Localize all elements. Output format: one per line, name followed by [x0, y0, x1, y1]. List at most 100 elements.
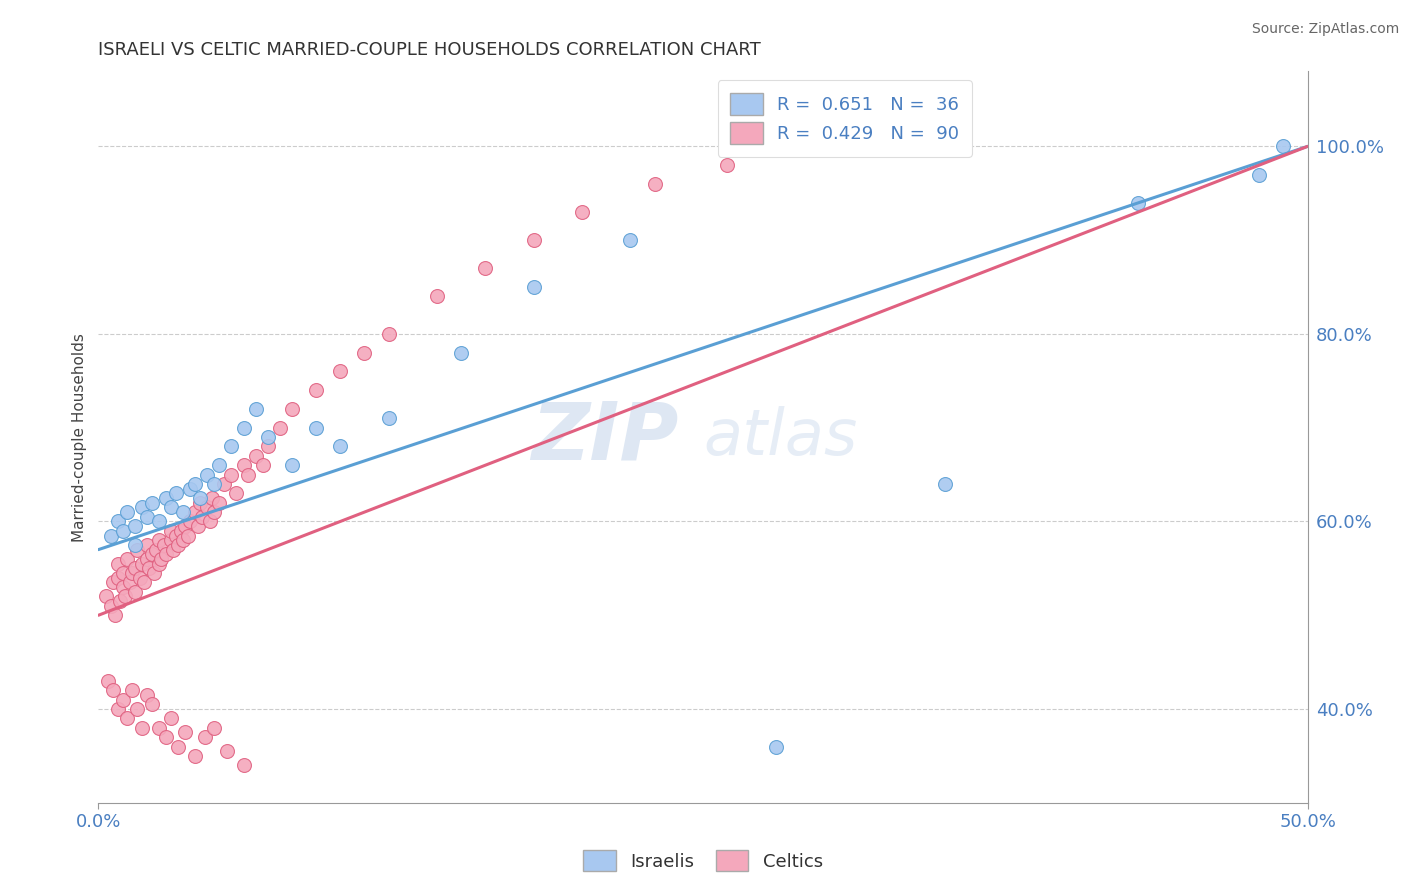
Point — [138, 561, 160, 575]
Point — [160, 500, 183, 515]
Point — [198, 515, 221, 529]
Point — [152, 538, 174, 552]
Point — [101, 683, 124, 698]
Point — [111, 692, 134, 706]
Point — [131, 721, 153, 735]
Point — [329, 364, 352, 378]
Point — [184, 505, 207, 519]
Point — [167, 739, 190, 754]
Point — [117, 552, 139, 566]
Point — [114, 590, 136, 604]
Point — [184, 748, 207, 763]
Point — [165, 486, 187, 500]
Point — [281, 401, 304, 416]
Point — [305, 383, 328, 397]
Point — [128, 571, 150, 585]
Point — [111, 580, 134, 594]
Point — [134, 575, 156, 590]
Point — [238, 467, 260, 482]
Point — [245, 401, 267, 416]
Point — [135, 538, 157, 552]
Point — [94, 590, 117, 604]
Point — [160, 711, 183, 725]
Point — [127, 542, 149, 557]
Point — [179, 515, 201, 529]
Point — [141, 496, 163, 510]
Legend: Israelis, Celtics: Israelis, Celtics — [576, 843, 830, 879]
Point — [204, 721, 226, 735]
Point — [160, 533, 183, 548]
Point — [148, 533, 170, 548]
Point — [221, 467, 243, 482]
Point — [377, 411, 399, 425]
Point — [107, 515, 129, 529]
Point — [184, 477, 207, 491]
Point — [813, 139, 835, 153]
Point — [107, 702, 129, 716]
Point — [117, 711, 139, 725]
Point — [194, 730, 217, 744]
Point — [1249, 168, 1271, 182]
Point — [172, 505, 194, 519]
Point — [426, 289, 449, 303]
Point — [765, 739, 787, 754]
Point — [124, 519, 146, 533]
Point — [121, 566, 143, 580]
Point — [1272, 139, 1295, 153]
Point — [97, 673, 120, 688]
Text: atlas: atlas — [703, 406, 858, 468]
Point — [716, 158, 738, 172]
Point — [141, 698, 163, 712]
Point — [100, 528, 122, 542]
Point — [269, 420, 291, 434]
Point — [232, 458, 254, 473]
Point — [188, 491, 211, 505]
Point — [474, 261, 496, 276]
Point — [195, 500, 218, 515]
Point — [111, 566, 134, 580]
Point — [221, 440, 243, 454]
Point — [148, 557, 170, 571]
Point — [108, 594, 131, 608]
Point — [252, 458, 274, 473]
Point — [305, 420, 328, 434]
Point — [101, 575, 124, 590]
Point — [188, 496, 211, 510]
Point — [523, 233, 546, 247]
Point — [174, 725, 197, 739]
Y-axis label: Married-couple Households: Married-couple Households — [72, 333, 87, 541]
Point — [143, 566, 166, 580]
Point — [232, 420, 254, 434]
Point — [160, 524, 183, 538]
Point — [523, 280, 546, 294]
Point — [167, 538, 190, 552]
Point — [155, 730, 177, 744]
Point — [131, 557, 153, 571]
Point — [127, 702, 149, 716]
Text: Source: ZipAtlas.com: Source: ZipAtlas.com — [1251, 22, 1399, 37]
Point — [162, 542, 184, 557]
Point — [204, 505, 226, 519]
Point — [256, 440, 278, 454]
Point — [195, 467, 218, 482]
Point — [212, 477, 235, 491]
Point — [117, 505, 139, 519]
Point — [245, 449, 267, 463]
Point — [135, 509, 157, 524]
Point — [107, 557, 129, 571]
Point — [121, 683, 143, 698]
Point — [187, 519, 209, 533]
Point — [148, 515, 170, 529]
Point — [131, 500, 153, 515]
Text: ISRAELI VS CELTIC MARRIED-COUPLE HOUSEHOLDS CORRELATION CHART: ISRAELI VS CELTIC MARRIED-COUPLE HOUSEHO… — [98, 41, 761, 59]
Point — [174, 519, 197, 533]
Point — [934, 477, 956, 491]
Point — [155, 547, 177, 561]
Point — [155, 491, 177, 505]
Point — [150, 552, 173, 566]
Point — [225, 486, 247, 500]
Point — [118, 575, 141, 590]
Text: ZIP: ZIP — [531, 398, 679, 476]
Point — [135, 688, 157, 702]
Point — [191, 509, 214, 524]
